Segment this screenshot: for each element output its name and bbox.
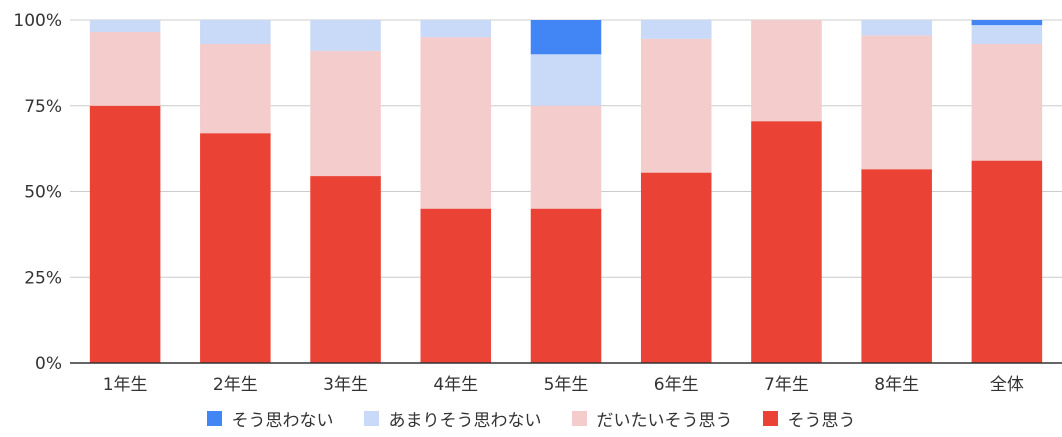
bar-segment xyxy=(530,20,602,55)
bar-segment xyxy=(310,20,381,51)
bar-segment xyxy=(530,54,602,106)
x-axis-ticks: 1年生 2年生 3年生 4年生 5年生 6年生 7年生 8年生 全体 xyxy=(103,375,1024,395)
legend: そう思わない あまりそう思わない だいたいそう思う そう思う xyxy=(0,403,1062,433)
bars xyxy=(89,20,1043,363)
x-tick-label: 6年生 xyxy=(654,375,699,395)
bar-segment xyxy=(751,121,822,363)
bar-segment xyxy=(971,44,1043,161)
x-tick-label: 全体 xyxy=(990,375,1024,395)
legend-swatch xyxy=(762,410,778,426)
legend-swatch xyxy=(206,410,222,426)
x-tick-label: 8年生 xyxy=(874,375,919,395)
legend-item: あまりそう思わない xyxy=(363,406,542,431)
x-tick-label: 5年生 xyxy=(544,375,589,395)
bar-segment xyxy=(420,37,492,209)
bar-segment xyxy=(89,20,161,33)
bar-segment xyxy=(861,169,932,363)
bar-segment xyxy=(89,32,161,106)
legend-item: そう思う xyxy=(762,406,856,431)
x-tick-label: 7年生 xyxy=(764,375,809,395)
bar-segment xyxy=(420,20,492,38)
bar-segment xyxy=(640,20,712,39)
bar-segment xyxy=(861,20,932,36)
legend-swatch xyxy=(571,410,587,426)
bar-segment xyxy=(640,172,712,363)
y-tick-label: 50% xyxy=(24,183,62,203)
bar-segment xyxy=(530,105,602,209)
bar-segment xyxy=(89,105,161,363)
bar-segment xyxy=(310,50,381,177)
legend-label: そう思わない xyxy=(231,410,334,431)
y-tick-label: 0% xyxy=(35,354,62,374)
bar-segment xyxy=(751,20,822,122)
bar-segment xyxy=(200,20,271,45)
bar-segment xyxy=(420,208,492,363)
bar-segment xyxy=(971,20,1043,26)
x-tick-label: 1年生 xyxy=(103,375,148,395)
stacked-bar-chart: 0% 25% 50% 75% 100% 1年生 2年生 3年生 4年生 5年生 6年生 7年生 8年生… xyxy=(13,11,1062,395)
y-tick-label: 100% xyxy=(13,11,62,31)
x-tick-label: 2年生 xyxy=(213,375,258,395)
y-axis-ticks: 0% 25% 50% 75% 100% xyxy=(13,11,62,374)
bar-segment xyxy=(310,176,381,363)
legend-label: そう思う xyxy=(787,410,856,431)
legend-label: あまりそう思わない xyxy=(388,410,542,431)
legend-item: そう思わない xyxy=(206,406,334,431)
bar-segment xyxy=(861,35,932,170)
bar-segment xyxy=(200,133,271,363)
legend-swatch xyxy=(363,410,379,426)
x-tick-label: 3年生 xyxy=(323,375,368,395)
legend-label: だいたいそう思う xyxy=(596,410,733,431)
bar-segment xyxy=(640,38,712,173)
y-tick-label: 75% xyxy=(24,97,62,117)
x-tick-label: 4年生 xyxy=(433,375,478,395)
legend-item: だいたいそう思う xyxy=(571,406,733,431)
bar-segment xyxy=(200,44,271,134)
y-tick-label: 25% xyxy=(24,268,62,288)
bar-segment xyxy=(530,208,602,363)
bar-segment xyxy=(971,160,1043,363)
bar-segment xyxy=(971,25,1043,45)
